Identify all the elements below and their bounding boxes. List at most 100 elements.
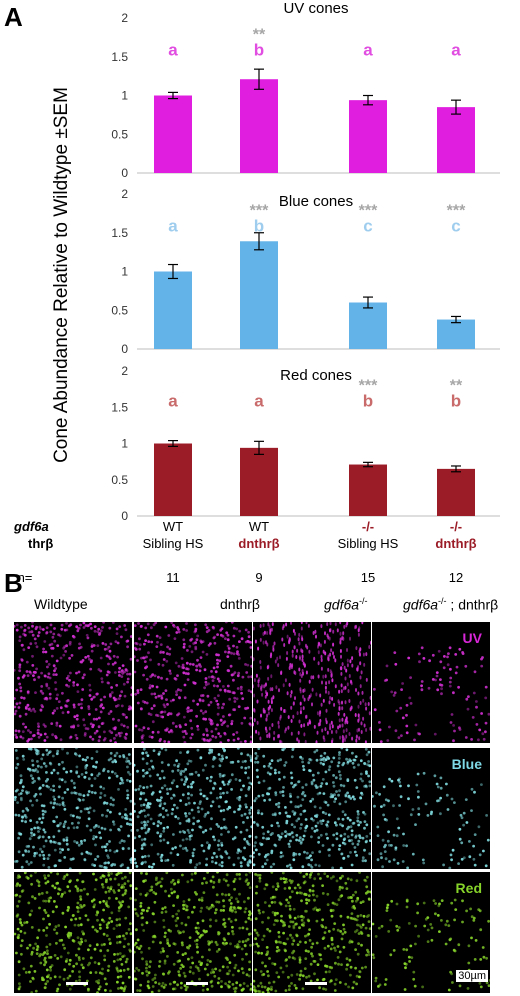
micrograph-tile: UV xyxy=(372,622,490,743)
micrograph-image xyxy=(253,748,371,869)
scale-bar xyxy=(66,982,88,985)
y-tick-label: 1 xyxy=(121,265,128,279)
bar xyxy=(240,79,278,173)
group1-n: 11 xyxy=(166,570,180,585)
group2-gdf6a: WT xyxy=(248,519,270,534)
group3-n: 15 xyxy=(360,570,376,585)
micrograph-image xyxy=(372,748,490,869)
thrb-row-header: thrβ xyxy=(28,536,54,551)
panel-b-label: B xyxy=(4,568,23,598)
scale-bar xyxy=(186,982,208,985)
dnthrb-suffix: ; dnthrβ xyxy=(446,596,499,613)
group3-thrb: Sibling HS xyxy=(337,536,399,551)
micrograph-tile: Blue xyxy=(372,748,490,869)
bar xyxy=(240,241,278,349)
gdf6a-genotype-sup-2: -/- xyxy=(438,596,447,606)
micrograph-tile xyxy=(14,748,132,869)
micrograph-image xyxy=(14,748,132,869)
y-tick-label: 0.5 xyxy=(111,303,128,317)
group-letter: a xyxy=(451,41,461,60)
n-row-header: n= xyxy=(17,570,33,585)
y-tick-label: 0 xyxy=(121,509,128,523)
micrograph-tile xyxy=(134,872,252,993)
y-tick-label: 2 xyxy=(121,11,128,25)
col-header-gdf6a: gdf6a-/- xyxy=(324,596,368,613)
group2-thrb: dnthrβ xyxy=(238,536,280,551)
group-letter: a xyxy=(363,41,373,60)
bar xyxy=(349,100,387,173)
micrograph-image xyxy=(134,622,252,743)
gdf6a-genotype-sup: -/- xyxy=(359,596,368,606)
significance-stars: ** xyxy=(450,377,463,394)
y-tick-label: 1.5 xyxy=(111,226,128,240)
group-letter: b xyxy=(254,217,264,236)
micrograph-tile xyxy=(253,872,371,993)
y-tick-label: 2 xyxy=(121,364,128,378)
group-letter: a xyxy=(168,41,178,60)
bar xyxy=(154,443,192,516)
chart-title: Red cones xyxy=(280,367,352,384)
gdf6a-row-header: gdf6a xyxy=(14,519,49,534)
channel-label: Red xyxy=(455,880,482,896)
micrograph-tile xyxy=(14,622,132,743)
significance-stars: *** xyxy=(359,203,378,220)
y-tick-label: 1.5 xyxy=(111,400,128,414)
group-letter: b xyxy=(451,391,461,410)
group3-gdf6a: -/- xyxy=(361,519,375,534)
scale-bar xyxy=(305,982,327,985)
gdf6a-gene-name-2: gdf6a xyxy=(403,596,439,613)
y-tick-label: 0.5 xyxy=(111,127,128,141)
micrograph-tile xyxy=(14,872,132,993)
group-letter: a xyxy=(168,217,178,236)
y-tick-label: 0 xyxy=(121,166,128,180)
group-letter: a xyxy=(168,391,178,410)
bar xyxy=(437,107,475,173)
group1-thrb: Sibling HS xyxy=(142,536,204,551)
panel-a-label: A xyxy=(4,2,23,32)
micrograph-image xyxy=(253,872,371,993)
channel-label: UV xyxy=(462,630,482,646)
micrograph-tile xyxy=(253,748,371,869)
micrograph-image xyxy=(253,622,371,743)
micrograph-image xyxy=(14,872,132,993)
chart-title: UV cones xyxy=(283,0,348,17)
significance-stars: *** xyxy=(359,377,378,394)
group-letter: c xyxy=(363,217,372,236)
col-header-dnthrb: dnthrβ xyxy=(220,596,260,612)
group-letter: c xyxy=(451,217,460,236)
bar xyxy=(240,447,278,516)
y-tick-label: 1.5 xyxy=(111,50,128,64)
scale-bar-label: 30µm xyxy=(456,970,488,982)
y-tick-label: 0.5 xyxy=(111,473,128,487)
y-tick-label: 2 xyxy=(121,187,128,201)
group2-n: 9 xyxy=(255,570,263,585)
group4-gdf6a: -/- xyxy=(449,519,463,534)
significance-stars: *** xyxy=(250,203,269,220)
group4-thrb: dnthrβ xyxy=(435,536,477,551)
group-letter: a xyxy=(254,391,264,410)
group-letter: b xyxy=(363,391,373,410)
group-letter: b xyxy=(254,41,264,60)
gdf6a-gene-name: gdf6a xyxy=(324,596,360,613)
micrograph-tile xyxy=(253,622,371,743)
micrograph-tile: Red 30µm xyxy=(372,872,490,993)
significance-stars: ** xyxy=(253,27,266,44)
y-tick-label: 1 xyxy=(121,89,128,103)
bar xyxy=(349,464,387,516)
significance-stars: *** xyxy=(447,203,466,220)
chart-title: Blue cones xyxy=(279,193,353,210)
bar xyxy=(154,95,192,173)
bar xyxy=(349,302,387,349)
group4-n: 12 xyxy=(448,570,464,585)
bar xyxy=(437,319,475,349)
micrograph-image xyxy=(372,622,490,743)
micrograph-image xyxy=(14,622,132,743)
micrograph-image xyxy=(134,872,252,993)
micrograph-image xyxy=(134,748,252,869)
bar xyxy=(437,468,475,516)
group1-gdf6a: WT xyxy=(162,519,184,534)
y-tick-label: 1 xyxy=(121,437,128,451)
channel-label: Blue xyxy=(451,756,482,772)
col-header-gdf6a-dnthrb: gdf6a-/- ; dnthrβ xyxy=(403,596,498,613)
y-tick-label: 0 xyxy=(121,342,128,356)
